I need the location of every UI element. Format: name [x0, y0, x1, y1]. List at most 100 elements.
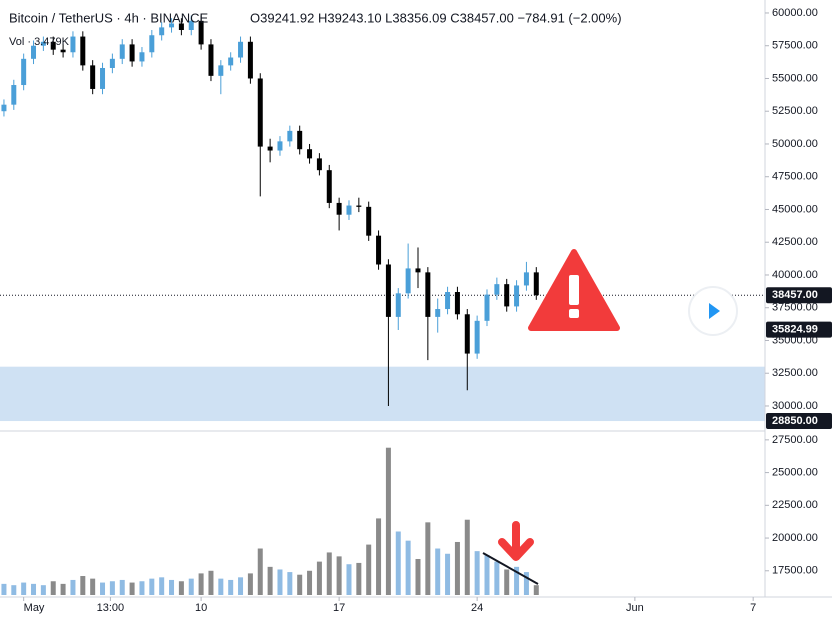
y-tick-label: 50000.00	[772, 138, 818, 150]
y-tick-label: 52500.00	[772, 105, 818, 117]
volume-bar	[454, 541, 460, 595]
candle-body	[119, 44, 125, 59]
y-tick-label: 32500.00	[772, 367, 818, 379]
x-tick-label: May	[24, 602, 45, 614]
volume-bar	[238, 577, 244, 595]
candle-body	[326, 170, 332, 203]
candle-body	[11, 85, 17, 105]
candle-body	[50, 41, 56, 50]
volume-bar	[100, 582, 106, 595]
volume-bar	[80, 576, 86, 595]
volume-bar	[484, 555, 490, 595]
warning-icon	[528, 249, 620, 331]
candle-body	[504, 284, 510, 307]
down-arrow	[498, 521, 534, 561]
x-tick-label: 7	[750, 602, 756, 614]
volume-bar	[90, 578, 96, 595]
candle-body	[385, 264, 391, 317]
y2-tick-label: 17500.00	[772, 565, 818, 577]
volume-bar	[247, 573, 253, 595]
candle-body	[415, 268, 421, 273]
y-tick-label: 47500.00	[772, 171, 818, 183]
volume-bar	[109, 581, 115, 595]
candle-body	[307, 149, 313, 159]
candle-body	[100, 67, 106, 89]
volume-bar	[218, 578, 224, 595]
support-zone	[0, 366, 765, 422]
volume-bar	[326, 552, 332, 595]
candle-body	[435, 309, 441, 317]
volume-bar	[60, 583, 66, 595]
x-tick-label: 24	[471, 602, 483, 614]
candle-body	[208, 44, 214, 76]
last-price-label-bg	[766, 287, 832, 304]
volume-bar	[178, 581, 184, 595]
volume-bar	[474, 551, 480, 595]
candle-body	[247, 41, 253, 79]
y-tick-label: 45000.00	[772, 203, 818, 215]
candle-body	[474, 320, 480, 354]
volume-bar	[119, 579, 125, 595]
y-tick-label: 42500.00	[772, 236, 818, 248]
volume-bar	[445, 553, 451, 595]
candle-body	[514, 285, 520, 307]
candle-body	[70, 36, 76, 53]
volume-bar	[494, 561, 500, 595]
volume-bar	[336, 556, 342, 595]
x-tick-label: 10	[195, 602, 207, 614]
candle-body	[129, 44, 135, 62]
candle-body	[336, 202, 342, 215]
candle-body	[218, 65, 224, 76]
volume-bar	[31, 583, 37, 595]
volume-bar	[139, 581, 145, 595]
candle-body	[346, 205, 352, 215]
zone-layer	[0, 366, 765, 422]
candle-body	[395, 293, 401, 317]
candle-body	[267, 146, 273, 151]
volume-bar	[307, 570, 313, 595]
candle-body	[376, 235, 382, 265]
volume-bar	[198, 573, 204, 595]
plot-layer	[0, 15, 765, 595]
volume-bar	[267, 566, 273, 595]
y-tick-label: 37500.00	[772, 302, 818, 314]
candle-body	[494, 284, 500, 295]
y-tick-label: 55000.00	[772, 72, 818, 84]
volume-bar	[297, 574, 303, 595]
volume-bar	[504, 569, 510, 595]
play-button[interactable]	[688, 286, 738, 336]
candle-body	[188, 20, 194, 30]
candle-body	[198, 20, 204, 45]
volume-bar	[346, 564, 352, 595]
candle-body	[425, 272, 431, 317]
trend-line	[482, 552, 539, 585]
volume-bar	[425, 522, 431, 595]
price-label: 35824.99	[772, 324, 818, 336]
candle-body	[80, 36, 86, 66]
y2-tick-label: 27500.00	[772, 434, 818, 446]
volume-bar	[366, 544, 372, 595]
candle-body	[228, 57, 234, 66]
candle-body	[533, 272, 539, 296]
last-price-label: 38457.00	[772, 289, 818, 301]
volume-bar	[188, 578, 194, 595]
volume-bar	[514, 566, 520, 595]
x-tick-label: Jun	[626, 602, 644, 614]
x-tick-label: 13:00	[97, 602, 125, 614]
candle-body	[90, 65, 96, 89]
volume-bar	[11, 585, 17, 595]
volume-bar	[277, 569, 283, 595]
volume-bar	[169, 579, 175, 595]
candle-body	[21, 58, 27, 86]
y2-tick-label: 20000.00	[772, 532, 818, 544]
volume-bar	[287, 572, 293, 595]
candle-body	[178, 23, 184, 30]
candle-body	[287, 130, 293, 142]
symbol-title: Bitcoin / TetherUS · 4h · BINANCE	[9, 10, 208, 25]
candle-body	[445, 292, 451, 310]
candle-body	[60, 49, 66, 53]
candle-body	[356, 205, 362, 207]
candle-body	[31, 45, 37, 59]
volume-bar	[70, 579, 76, 595]
